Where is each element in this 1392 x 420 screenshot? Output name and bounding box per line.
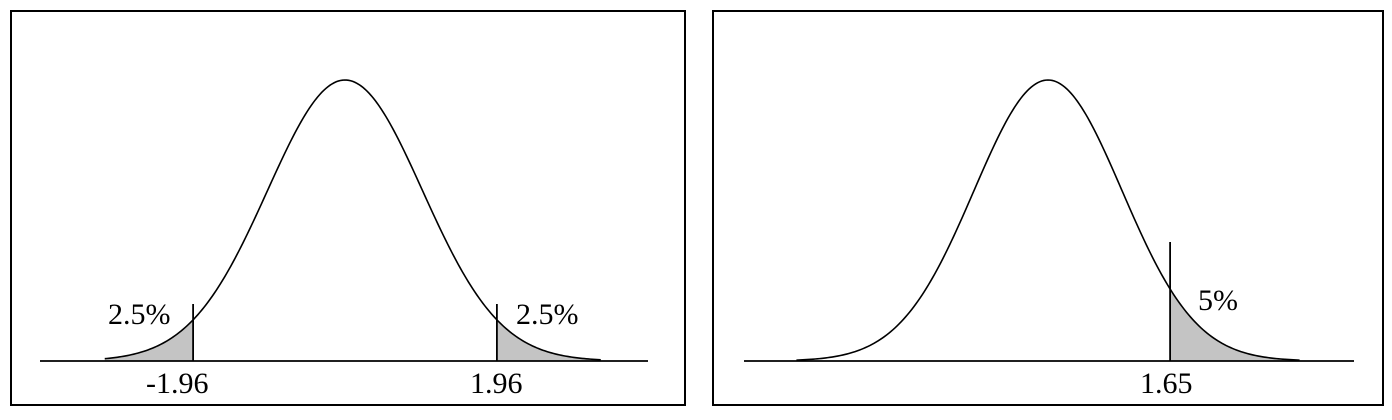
right-critical-value-label: 1.96 — [470, 367, 523, 400]
normal-curve — [104, 79, 601, 361]
left-tail-percent-label: 2.5% — [108, 298, 171, 331]
right-tail-shading — [496, 319, 601, 361]
one-tailed-plot: 5% 1.65 — [744, 79, 1354, 400]
normal-curve — [796, 79, 1300, 361]
critical-value-label: 1.65 — [1140, 367, 1193, 400]
right-tail-percent-label: 2.5% — [516, 298, 579, 331]
one-tailed-diagram: 5% 1.65 — [712, 10, 1384, 406]
left-critical-value-label: -1.96 — [146, 367, 209, 400]
two-tailed-diagram: 2.5% 2.5% -1.96 1.96 — [10, 10, 686, 406]
left-tail-shading — [104, 319, 194, 361]
right-tail-shading — [1170, 288, 1300, 361]
two-tailed-plot: 2.5% 2.5% -1.96 1.96 — [40, 79, 648, 400]
tail-percent-label: 5% — [1198, 284, 1238, 317]
